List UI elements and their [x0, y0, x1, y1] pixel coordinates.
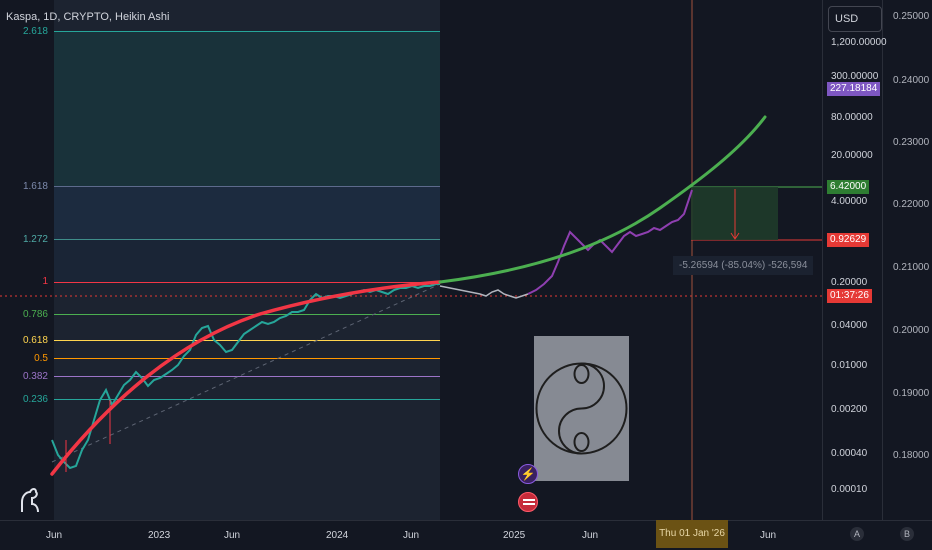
price-tick: 1,200.00000	[831, 37, 887, 48]
tradingview-dino-icon[interactable]	[14, 484, 44, 514]
position-arrow-layer	[730, 189, 740, 240]
fib-line-0618[interactable]	[54, 340, 440, 341]
lightning-icon[interactable]: ⚡	[518, 464, 538, 484]
price-candles-late	[527, 189, 693, 295]
fib-label-2618: 2.618	[22, 26, 48, 37]
price-tick: 0.00040	[831, 448, 868, 459]
fib-label-0382: 0.382	[22, 371, 48, 382]
log-curve-layer	[50, 115, 767, 476]
fib-line-2618[interactable]	[54, 31, 440, 32]
fib-line-1618[interactable]	[54, 186, 440, 187]
price-tick: 0.00200	[831, 404, 868, 415]
auto-scale-button[interactable]: A	[850, 527, 864, 541]
fib-zone-1618	[54, 186, 440, 239]
log-curve-projection	[438, 115, 767, 284]
time-tick: 2023	[148, 530, 171, 541]
price-tick-right: 0.19000	[893, 388, 930, 399]
price-tick: 20.00000	[831, 150, 873, 161]
price-badge-stop: 0.92629	[827, 233, 870, 247]
price-candles-mid	[439, 285, 529, 299]
log-scale-button[interactable]: B	[900, 527, 914, 541]
fib-line-0786[interactable]	[54, 314, 440, 315]
time-tick: 2025	[503, 530, 526, 541]
price-tick: 80.00000	[831, 112, 873, 123]
fib-label-05: 0.5	[34, 353, 48, 364]
fib-label-0618: 0.618	[22, 335, 48, 346]
fib-label-0786: 0.786	[22, 309, 48, 320]
price-tick-right: 0.18000	[893, 450, 930, 461]
price-tick: 0.00010	[831, 484, 868, 495]
symbol-title[interactable]: Kaspa, 1D, CRYPTO, Heikin Ashi	[6, 11, 170, 23]
price-tick-right: 0.23000	[893, 137, 930, 148]
price-tick-right: 0.21000	[893, 262, 930, 273]
fib-label-1618: 1.618	[22, 181, 48, 192]
time-tick: Jun	[582, 530, 599, 541]
position-stats-label: -5.26594 (-85.04%) -526,594	[673, 256, 814, 275]
time-tick: Jun	[224, 530, 241, 541]
fib-label-1272: 1.272	[22, 234, 48, 245]
price-badge-countdown: 01:37:26	[827, 289, 872, 303]
price-badge-purple: 227.18184	[827, 82, 881, 96]
price-tick: 0.20000	[831, 277, 868, 288]
time-tick: Jun	[46, 530, 63, 541]
price-tick-right: 0.20000	[893, 325, 930, 336]
time-tick: 2024	[326, 530, 349, 541]
price-axis-right[interactable]	[882, 0, 932, 520]
time-tick: Jun	[760, 530, 777, 541]
price-tick-right: 0.22000	[893, 199, 930, 210]
chart-pane[interactable]: 2.618 1.618 1.272 1 0.786 0.618 0.5 0.38…	[0, 0, 822, 520]
fib-zone-extension	[54, 31, 440, 186]
fib-line-1272[interactable]	[54, 239, 440, 240]
price-tick: 0.01000	[831, 360, 868, 371]
time-axis[interactable]: Jun 2023 Jun 2024 Jun 2025 Jun Jun	[0, 520, 932, 550]
price-tick: 4.00000	[831, 196, 868, 207]
yin-yang-image[interactable]	[534, 336, 629, 481]
trendline-dashed	[51, 283, 441, 463]
fib-line-05[interactable]	[54, 358, 440, 359]
price-tick: 0.04000	[831, 320, 868, 331]
crosshair-date-badge: Thu 01 Jan '26	[656, 520, 728, 548]
fib-line-0382[interactable]	[54, 376, 440, 377]
fib-label-0236: 0.236	[22, 394, 48, 405]
us-flag-icon[interactable]	[518, 492, 538, 512]
price-tick-right: 0.25000	[893, 11, 930, 22]
fib-label-1: 1	[42, 276, 48, 287]
time-tick: Jun	[403, 530, 420, 541]
fib-zone-1272	[54, 239, 440, 282]
fib-line-1[interactable]	[54, 282, 440, 283]
price-badge-target: 6.42000	[827, 180, 870, 194]
yin-yang-icon	[535, 362, 628, 455]
price-tick: 300.00000	[831, 71, 879, 82]
price-tick-right: 0.24000	[893, 75, 930, 86]
currency-button[interactable]: USD	[828, 6, 882, 32]
position-arrow-head	[730, 232, 740, 240]
log-curve-fitted	[50, 280, 442, 476]
fib-line-0236[interactable]	[54, 399, 440, 400]
